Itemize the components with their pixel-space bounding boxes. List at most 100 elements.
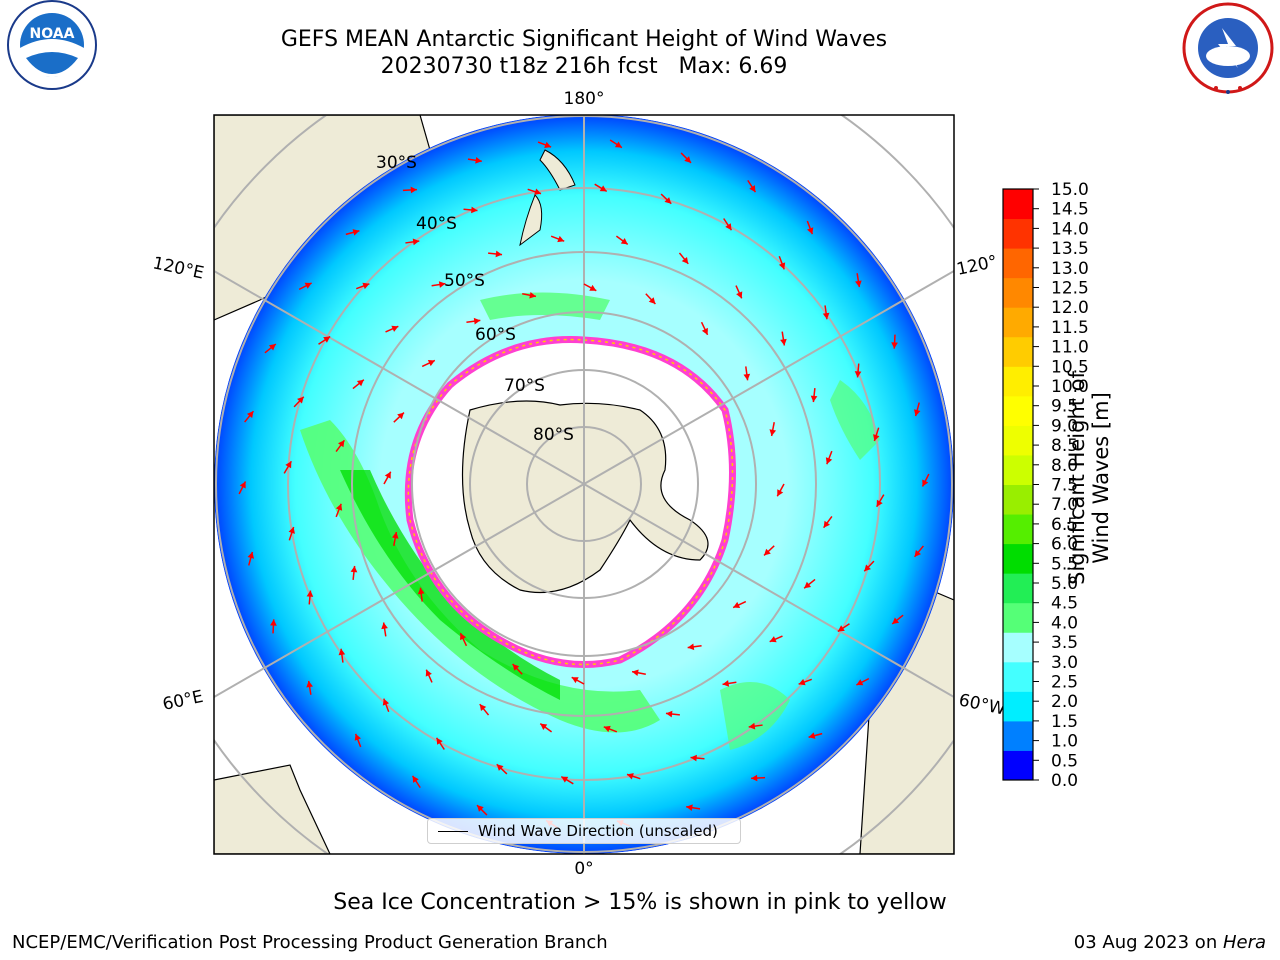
- wave-arrow-head: [427, 360, 435, 367]
- wave-arrow-head: [751, 774, 758, 782]
- graticule: [214, 115, 954, 854]
- wave-arrow-head: [764, 548, 771, 556]
- wave-arrow-head: [648, 297, 656, 304]
- wave-arrow-head: [913, 409, 921, 417]
- wave-arrow-head: [722, 680, 730, 687]
- wave-arrow-head: [620, 238, 628, 245]
- wave-arrow-head: [338, 440, 345, 448]
- colorbar-segment: [1003, 720, 1033, 751]
- colorbar-tick-label: 8.5: [1051, 436, 1078, 456]
- colorbar-segment: [1003, 454, 1033, 485]
- wave-arrow-head: [557, 235, 565, 243]
- wave-arrow-head: [769, 636, 777, 643]
- sea-ice-caption: Sea Ice Concentration > 15% is shown in …: [333, 890, 947, 915]
- colorbar-tick-label: 9.5: [1051, 397, 1078, 417]
- colorbar-tick-label: 13.5: [1051, 239, 1089, 259]
- colorbar-segment: [1003, 750, 1033, 781]
- colorbar-tick-label: 10.0: [1051, 377, 1089, 397]
- colorbar-segment: [1003, 336, 1033, 367]
- chart-subtitle: 20230730 t18z 216h fcst Max: 6.69: [380, 54, 788, 79]
- wave-arrow-head: [855, 280, 862, 288]
- colorbar-label: Significant Height of Wind Waves [m]: [1065, 371, 1113, 585]
- wave-arrow-head: [823, 520, 830, 528]
- wave-arrow-head: [777, 489, 784, 497]
- wave-arrow-head: [891, 342, 898, 349]
- wave-arrow-head: [873, 434, 880, 442]
- wave-arrow-head: [534, 188, 542, 195]
- colorbar-tick-label: 9.0: [1051, 416, 1078, 436]
- wave-arrow-head: [690, 754, 697, 762]
- colorbar-segment: [1003, 307, 1033, 338]
- map-frame: [213, 114, 955, 855]
- colorbar-tick-label: 8.0: [1051, 456, 1078, 476]
- legend-line-sample: [438, 831, 468, 832]
- wave-arrow-head: [684, 156, 691, 163]
- colorbar-segment: [1003, 484, 1033, 515]
- wave-arrow-head: [512, 664, 520, 671]
- colorbar-tick-label: 0.5: [1051, 751, 1078, 771]
- colorbar-segment: [1003, 661, 1033, 692]
- colorbar-tick-label: 5.0: [1051, 574, 1078, 594]
- colorbar-tick-label: 1.0: [1051, 732, 1078, 752]
- wave-arrow-head: [438, 281, 446, 288]
- nws-logo: [1182, 2, 1274, 94]
- wave-arrow-head: [382, 698, 390, 706]
- wave-arrow-head: [561, 776, 569, 783]
- colorbar-segment: [1003, 277, 1033, 308]
- colorbar-tick-label: 15.0: [1051, 180, 1089, 200]
- wave-arrow-head: [460, 633, 467, 641]
- wave-arrow-head: [736, 291, 743, 299]
- colorbar-tick-label: 0.0: [1051, 771, 1078, 791]
- lon-label-120w: 120°: [955, 252, 999, 280]
- colorbar-segment: [1003, 543, 1033, 574]
- wave-arrow-head: [246, 411, 254, 419]
- wave-arrow-head: [239, 481, 246, 489]
- colorbar-tick-label: 7.0: [1051, 495, 1078, 515]
- legend-label: Wind Wave Direction (unscaled): [478, 822, 718, 840]
- lat-label-30s: 30°S: [376, 153, 417, 173]
- lon-label-0: 0°: [574, 859, 593, 879]
- credit-date: 03 Aug 2023 on Hera: [1074, 932, 1266, 953]
- wave-arrow-head: [664, 197, 672, 204]
- wave-arrow-head: [876, 499, 883, 507]
- wave-arrow-head: [681, 256, 689, 264]
- wave-arrow-head: [749, 185, 756, 193]
- wave-arrow-head: [477, 805, 484, 812]
- colorbar-tick-label: 10.5: [1051, 357, 1089, 377]
- wave-arrow-head: [614, 141, 622, 148]
- wave-arrow-head: [391, 532, 399, 539]
- wave-arrow-head: [384, 471, 391, 479]
- wave-arrow-head: [810, 395, 818, 403]
- wave-arrow-head: [436, 737, 443, 745]
- colorbar-tick-label: 7.5: [1051, 476, 1078, 496]
- lon-label-120e: 120°E: [151, 253, 206, 283]
- colorbar-tick-label: 2.5: [1051, 673, 1078, 693]
- colorbar-tick-label: 2.0: [1051, 692, 1078, 712]
- wave-arrow-head: [837, 625, 845, 632]
- colorbar-segment: [1003, 573, 1033, 604]
- wave-arrow-head: [780, 338, 787, 346]
- wave-arrow-head: [412, 775, 419, 783]
- lat-label-70s: 70°S: [504, 376, 545, 396]
- colorbar-segment: [1003, 602, 1033, 633]
- wave-arrow-head: [798, 678, 806, 686]
- wave-arrow-head: [391, 325, 399, 332]
- wave-arrow-head: [914, 549, 922, 557]
- wave-arrow-head: [686, 804, 693, 811]
- wave-arrow-head: [306, 590, 314, 597]
- wave-arrow-head: [571, 677, 579, 684]
- wave-arrow-head: [496, 764, 504, 771]
- colorbar-segment: [1003, 248, 1033, 279]
- colorbar-tick-label: 1.5: [1051, 712, 1078, 732]
- wave-arrow-head: [473, 317, 481, 325]
- colorbar-segment: [1003, 514, 1033, 545]
- wave-arrow-head: [854, 371, 862, 378]
- lat-label-50s: 50°S: [444, 271, 485, 291]
- lat-label-40s: 40°S: [416, 214, 457, 234]
- colorbar-tick-label: 12.5: [1051, 279, 1089, 299]
- wave-arrow-head: [825, 457, 833, 465]
- wave-arrow-head: [725, 223, 732, 231]
- wave-arrow-head: [356, 379, 364, 387]
- colorbar-segment: [1003, 691, 1033, 722]
